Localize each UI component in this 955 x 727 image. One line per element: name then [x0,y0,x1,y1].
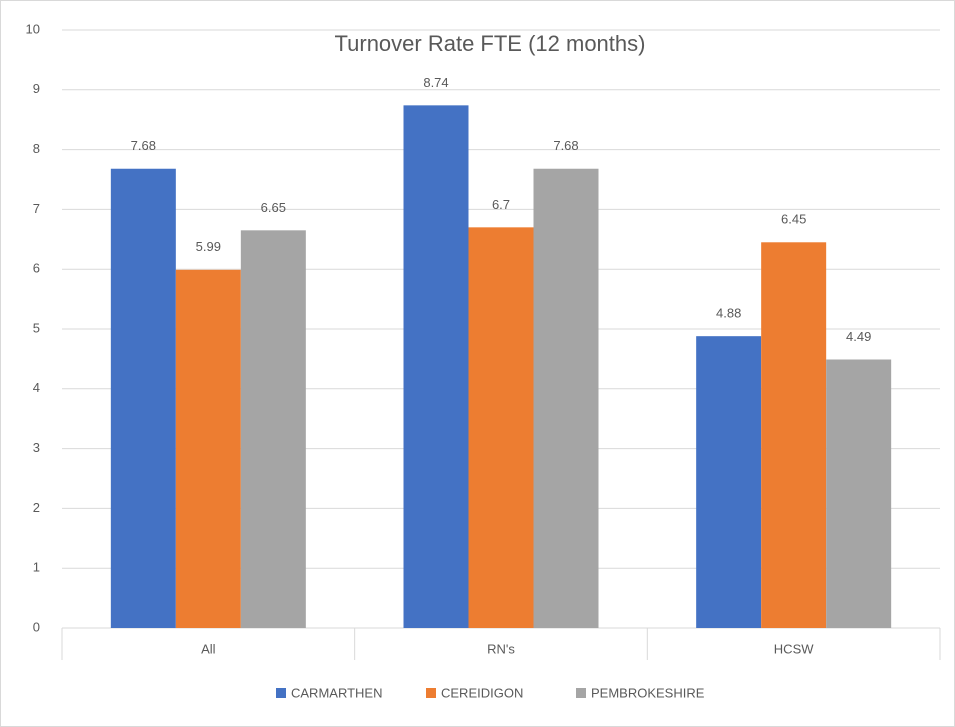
legend-swatch [426,688,436,698]
y-tick-label: 2 [33,500,40,515]
data-label: 5.99 [196,239,221,254]
x-tick-label: All [201,641,216,656]
legend-label: PEMBROKESHIRE [591,685,705,700]
bar [240,230,306,628]
data-label: 6.45 [781,212,806,227]
y-tick-label: 8 [33,141,40,156]
y-tick-label: 10 [26,21,40,36]
y-tick-label: 1 [33,560,40,575]
y-tick-label: 4 [33,380,40,395]
chart-title: Turnover Rate FTE (12 months) [335,31,646,56]
data-label: 7.68 [553,138,578,153]
bar [468,227,534,628]
bar [175,269,241,628]
y-tick-label: 0 [33,619,40,634]
y-tick-label: 5 [33,320,40,335]
x-tick-label: RN's [487,641,515,656]
bar [110,168,176,628]
y-tick-label: 7 [33,201,40,216]
data-label: 4.49 [846,329,871,344]
legend-label: CEREIDIGON [441,685,523,700]
data-label: 6.65 [261,200,286,215]
y-tick-label: 3 [33,440,40,455]
bar [533,168,599,628]
y-tick-label: 9 [33,81,40,96]
bar [696,336,762,628]
bar [403,105,469,628]
legend-swatch [276,688,286,698]
y-tick-label: 6 [33,261,40,276]
bar [761,242,827,629]
bar [826,359,892,628]
data-label: 6.7 [492,197,510,212]
x-tick-label: HCSW [774,641,814,656]
data-label: 4.88 [716,306,741,321]
data-label: 8.74 [423,75,448,90]
legend-label: CARMARTHEN [291,685,383,700]
data-label: 7.68 [131,138,156,153]
legend-swatch [576,688,586,698]
